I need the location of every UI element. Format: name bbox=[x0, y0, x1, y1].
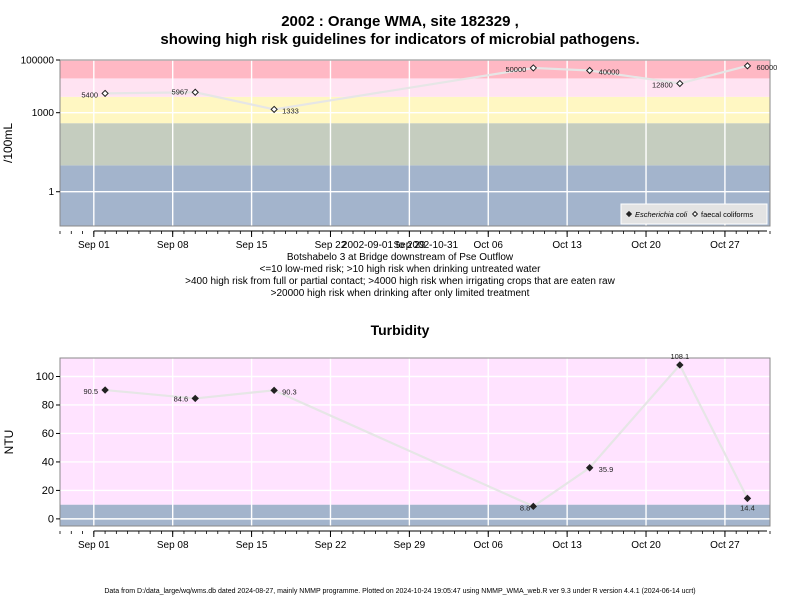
x-tick-label-sep-15: Sep 15 bbox=[236, 540, 268, 551]
data-point-35-9 bbox=[585, 464, 594, 472]
x-tick-label-sep-01: Sep 01 bbox=[78, 240, 110, 251]
data-label-12800: 12800 bbox=[652, 81, 673, 90]
x-tick-label-oct-20: Oct 20 bbox=[631, 540, 661, 551]
x-tick-label-sep-15: Sep 15 bbox=[236, 240, 268, 251]
x-tick-label-oct-27: Oct 27 bbox=[710, 240, 740, 251]
data-label-1333: 1333 bbox=[282, 106, 299, 115]
chart-title-line-2: showing high risk guidelines for indicat… bbox=[160, 31, 640, 48]
turbidity-title: Turbidity bbox=[370, 322, 430, 338]
x-tick-label-sep-29: Sep 29 bbox=[394, 540, 426, 551]
y-tick-label-40: 40 bbox=[42, 456, 54, 468]
chart-title-line-1: 2002 : Orange WMA, site 182329 , bbox=[281, 13, 519, 30]
caption-line-4: >400 high risk from full or partial cont… bbox=[185, 276, 615, 287]
y-tick-label-1000: 1000 bbox=[32, 108, 55, 119]
data-label-8-8: 8.8 bbox=[520, 503, 530, 512]
data-point-1333 bbox=[270, 105, 278, 114]
x-tick-label-oct-13: Oct 13 bbox=[552, 240, 582, 251]
data-label-50000: 50000 bbox=[505, 65, 526, 74]
data-point-8-8 bbox=[529, 502, 538, 511]
y-tick-label-80: 80 bbox=[42, 399, 54, 411]
x-tick-label-sep-08: Sep 08 bbox=[157, 540, 189, 551]
x-tick-label-oct-20: Oct 20 bbox=[631, 240, 661, 251]
x-tick-label-sep-22: Sep 22 bbox=[315, 240, 347, 251]
caption-line-3: <=10 low-med risk; >10 high risk when dr… bbox=[259, 264, 541, 275]
data-label-90-3: 90.3 bbox=[282, 387, 297, 396]
data-point-50000 bbox=[529, 64, 538, 72]
y-tick-label-100: 100 bbox=[36, 371, 54, 383]
y-axis-title: NTU bbox=[2, 430, 16, 455]
data-point-90-3 bbox=[270, 386, 278, 395]
x-tick-label-oct-27: Oct 27 bbox=[710, 540, 740, 551]
turbidity-chart: 0 20 40 60 80 100 Sep 01 Sep 08 Sep 15 Sep 22 Sep … bbox=[2, 352, 771, 551]
x-tick-label-sep-08: Sep 08 bbox=[157, 240, 189, 251]
x-tick-label-oct-13: Oct 13 bbox=[552, 540, 582, 551]
data-point-14-4 bbox=[743, 494, 752, 503]
data-label-84-6: 84.6 bbox=[174, 394, 189, 403]
data-label-5967: 5967 bbox=[172, 87, 189, 96]
data-point-108-1 bbox=[676, 361, 684, 369]
risk-band-0 bbox=[60, 504, 770, 526]
plot-frame bbox=[59, 59, 771, 227]
risk-band-2 bbox=[60, 96, 770, 124]
caption-line-2: Botshabelo 3 at Bridge downstream of Pse… bbox=[286, 252, 514, 263]
data-label-14-4: 14.4 bbox=[740, 503, 755, 512]
x-tick-label-sep-01: Sep 01 bbox=[78, 540, 110, 551]
footer-note: Data from D:/data_large/wq/wms.db dated … bbox=[104, 588, 696, 595]
risk-band-1 bbox=[60, 123, 770, 166]
risk-band-1 bbox=[60, 358, 770, 505]
data-label-60000: 60000 bbox=[756, 63, 777, 72]
data-point-60000 bbox=[743, 62, 752, 70]
data-label-90-5: 90.5 bbox=[83, 387, 98, 396]
data-point-40000 bbox=[585, 66, 594, 75]
plot-frame bbox=[59, 357, 771, 527]
data-label-108-1: 108.1 bbox=[670, 352, 689, 361]
y-tick-label-20: 20 bbox=[42, 485, 54, 497]
x-tick-label-sep-29: Sep 29 bbox=[394, 240, 426, 251]
data-label-5400: 5400 bbox=[81, 90, 98, 99]
y-tick-label-1: 1 bbox=[48, 187, 54, 198]
caption-line-5: >20000 high risk when drinking after onl… bbox=[270, 288, 530, 299]
legend-marker-faecal-coliforms bbox=[691, 210, 699, 218]
bacteria-chart: 1 1000 100000 Sep 01 Sep 08 Sep 15 Sep 22 Sep 2… bbox=[1, 56, 777, 252]
data-label-35-9: 35.9 bbox=[599, 465, 614, 474]
legend-label-escherichia-coli: Escherichia coli bbox=[635, 210, 687, 219]
data-label-40000: 40000 bbox=[599, 67, 620, 76]
x-tick-label-oct-06: Oct 06 bbox=[474, 240, 504, 251]
y-tick-label-60: 60 bbox=[42, 428, 54, 440]
data-point-90-5 bbox=[101, 386, 109, 394]
data-point-12800 bbox=[676, 79, 684, 88]
x-tick-label-sep-22: Sep 22 bbox=[315, 540, 347, 551]
legend-label-faecal-coliforms: faecal coliforms bbox=[701, 210, 753, 219]
y-tick-label-100000: 100000 bbox=[21, 56, 55, 67]
y-tick-label-0: 0 bbox=[48, 513, 54, 525]
legend-marker-escherichia-coli bbox=[625, 210, 633, 218]
data-point-5967 bbox=[191, 88, 199, 96]
caption-line-1: 2002-09-01 to 2002-10-31 bbox=[341, 240, 459, 251]
data-point-84-6 bbox=[191, 394, 199, 403]
x-tick-label-oct-06: Oct 06 bbox=[474, 540, 504, 551]
data-point-5400 bbox=[101, 89, 109, 98]
risk-band-4 bbox=[60, 60, 770, 79]
y-axis-title: /100mL bbox=[1, 123, 15, 163]
